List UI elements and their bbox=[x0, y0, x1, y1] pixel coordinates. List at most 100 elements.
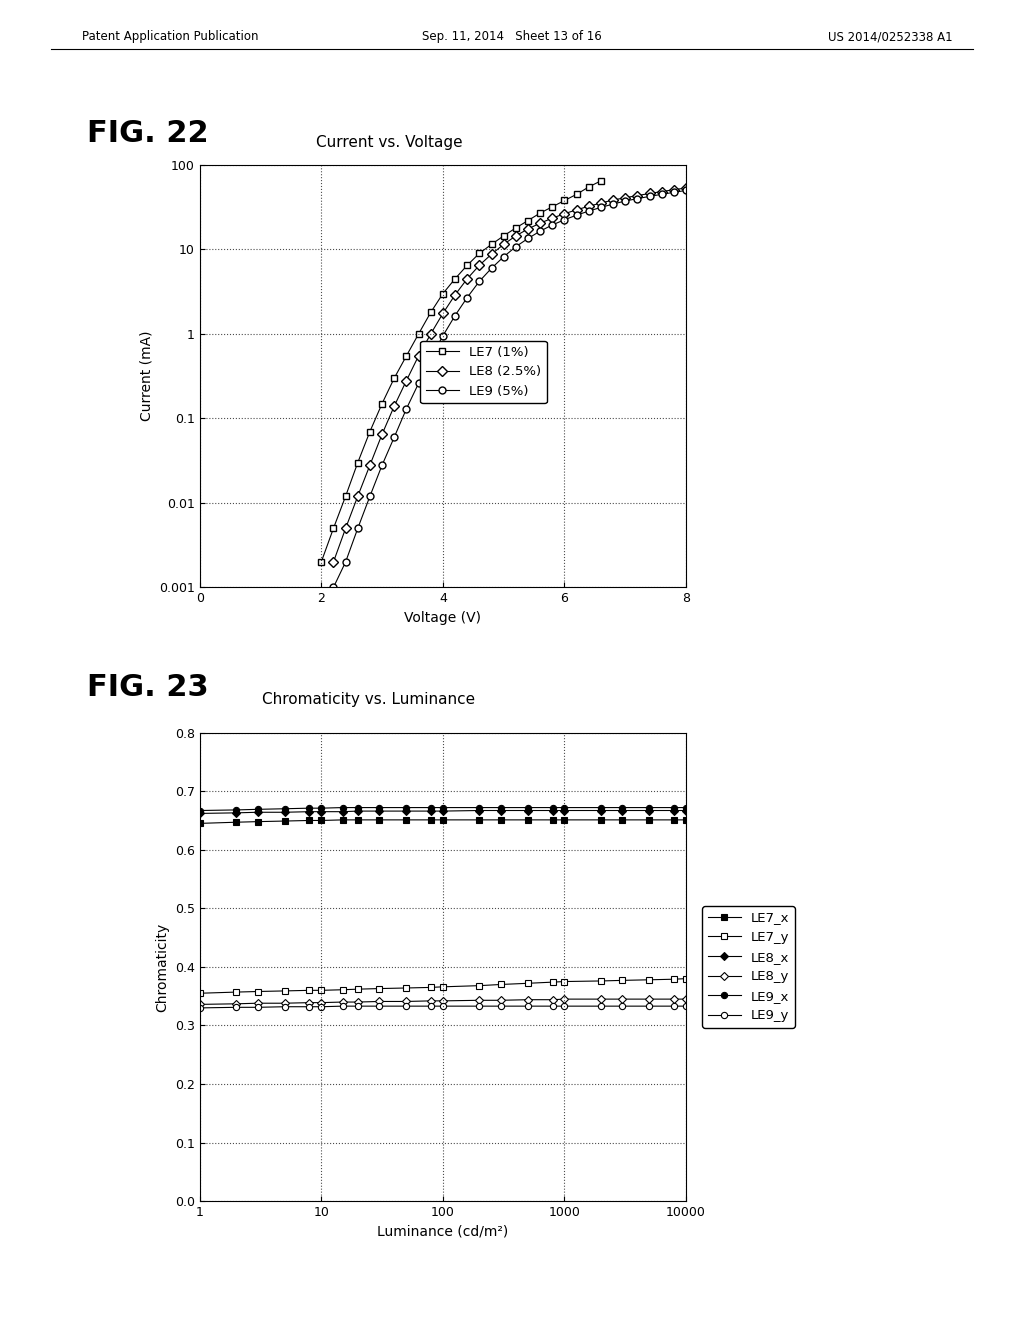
LE9_y bbox=[279, 999, 291, 1015]
LE8_x bbox=[279, 804, 291, 820]
LE9_x bbox=[558, 800, 570, 816]
LE9_x bbox=[337, 800, 349, 816]
LE9_y bbox=[337, 998, 349, 1014]
Line: LE7_x: LE7_x bbox=[197, 817, 689, 826]
LE9 (5%) bbox=[461, 289, 473, 305]
Text: US 2014/0252338 A1: US 2014/0252338 A1 bbox=[827, 30, 952, 44]
LE8_x bbox=[436, 803, 449, 818]
Line: LE7 (1%): LE7 (1%) bbox=[317, 177, 604, 565]
LE9 (5%) bbox=[400, 401, 413, 417]
LE9_x bbox=[495, 800, 507, 816]
LE9_x bbox=[643, 800, 655, 816]
LE9_x bbox=[315, 800, 328, 816]
LE8_x bbox=[400, 803, 413, 818]
LE8_y bbox=[400, 994, 413, 1010]
Line: LE8_x: LE8_x bbox=[197, 808, 689, 817]
LE8_y bbox=[547, 991, 559, 1007]
LE8_x bbox=[616, 803, 629, 818]
LE7 (1%) bbox=[473, 246, 485, 261]
LE9 (5%) bbox=[413, 375, 425, 391]
LE8_y bbox=[558, 991, 570, 1007]
LE9_y bbox=[373, 998, 385, 1014]
Text: FIG. 23: FIG. 23 bbox=[87, 673, 209, 702]
LE8 (2.5%) bbox=[595, 195, 607, 211]
Text: Chromaticity vs. Luminance: Chromaticity vs. Luminance bbox=[262, 692, 475, 706]
LE7_x bbox=[400, 812, 413, 828]
LE7_y bbox=[643, 972, 655, 987]
LE9 (5%) bbox=[570, 207, 583, 223]
LE9_y bbox=[351, 998, 364, 1014]
LE9_y bbox=[425, 998, 437, 1014]
LE9 (5%) bbox=[388, 429, 400, 445]
LE8 (2.5%) bbox=[570, 202, 583, 218]
LE9 (5%) bbox=[655, 186, 668, 202]
LE7_x bbox=[522, 812, 535, 828]
LE9 (5%) bbox=[376, 457, 388, 473]
LE8_y bbox=[668, 991, 680, 1007]
LE9_y bbox=[194, 1001, 206, 1016]
LE8 (2.5%) bbox=[351, 488, 364, 504]
LE7_x bbox=[547, 812, 559, 828]
LE8_x bbox=[373, 803, 385, 818]
LE9 (5%) bbox=[680, 182, 692, 198]
LE7 (1%) bbox=[315, 554, 328, 570]
LE9_x bbox=[473, 800, 485, 816]
LE8_y bbox=[351, 994, 364, 1010]
LE8_x bbox=[558, 803, 570, 818]
LE8 (2.5%) bbox=[376, 426, 388, 442]
LE7_y bbox=[252, 983, 264, 999]
LE8 (2.5%) bbox=[558, 206, 570, 222]
LE8_y bbox=[522, 991, 535, 1007]
LE9 (5%) bbox=[595, 199, 607, 215]
LE8_x bbox=[643, 803, 655, 818]
LE8_x bbox=[194, 805, 206, 821]
LE8_x bbox=[495, 803, 507, 818]
LE9_y bbox=[400, 998, 413, 1014]
LE9 (5%) bbox=[425, 350, 437, 366]
LE9_y bbox=[436, 998, 449, 1014]
LE8 (2.5%) bbox=[413, 348, 425, 364]
LE9 (5%) bbox=[631, 190, 643, 206]
LE8 (2.5%) bbox=[583, 198, 595, 214]
LE8_y bbox=[436, 993, 449, 1008]
LE9_y bbox=[252, 999, 264, 1015]
LE7_y bbox=[337, 982, 349, 998]
LE7 (1%) bbox=[449, 271, 461, 286]
LE9_x bbox=[373, 800, 385, 816]
LE7_y bbox=[425, 979, 437, 995]
LE8 (2.5%) bbox=[473, 257, 485, 273]
LE7 (1%) bbox=[546, 199, 558, 215]
LE7 (1%) bbox=[425, 305, 437, 321]
LE8_x bbox=[303, 804, 315, 820]
LE9 (5%) bbox=[668, 185, 680, 201]
LE8 (2.5%) bbox=[400, 372, 413, 388]
LE9 (5%) bbox=[534, 223, 546, 239]
LE7_x bbox=[303, 813, 315, 829]
LE7_y bbox=[194, 985, 206, 1001]
LE8 (2.5%) bbox=[655, 183, 668, 199]
X-axis label: Voltage (V): Voltage (V) bbox=[404, 611, 481, 624]
LE9 (5%) bbox=[607, 197, 620, 213]
Line: LE9_x: LE9_x bbox=[197, 804, 689, 813]
LE7 (1%) bbox=[498, 228, 510, 244]
LE7 (1%) bbox=[485, 236, 498, 252]
LE8_y bbox=[616, 991, 629, 1007]
LE7_y bbox=[616, 973, 629, 989]
LE8_x bbox=[680, 803, 692, 818]
LE8 (2.5%) bbox=[522, 220, 535, 236]
LE9 (5%) bbox=[643, 189, 655, 205]
LE7_x bbox=[337, 812, 349, 828]
LE7 (1%) bbox=[364, 424, 376, 440]
LE8_y bbox=[279, 995, 291, 1011]
LE7 (1%) bbox=[339, 488, 352, 504]
LE7_x bbox=[616, 812, 629, 828]
Text: Patent Application Publication: Patent Application Publication bbox=[82, 30, 258, 44]
Line: LE9 (5%): LE9 (5%) bbox=[330, 187, 689, 591]
LE7_x bbox=[315, 813, 328, 829]
LE9_y bbox=[558, 998, 570, 1014]
LE7_x bbox=[252, 813, 264, 829]
LE8_x bbox=[425, 803, 437, 818]
LE9_y bbox=[668, 998, 680, 1014]
LE9_x bbox=[252, 801, 264, 817]
LE7 (1%) bbox=[583, 180, 595, 195]
